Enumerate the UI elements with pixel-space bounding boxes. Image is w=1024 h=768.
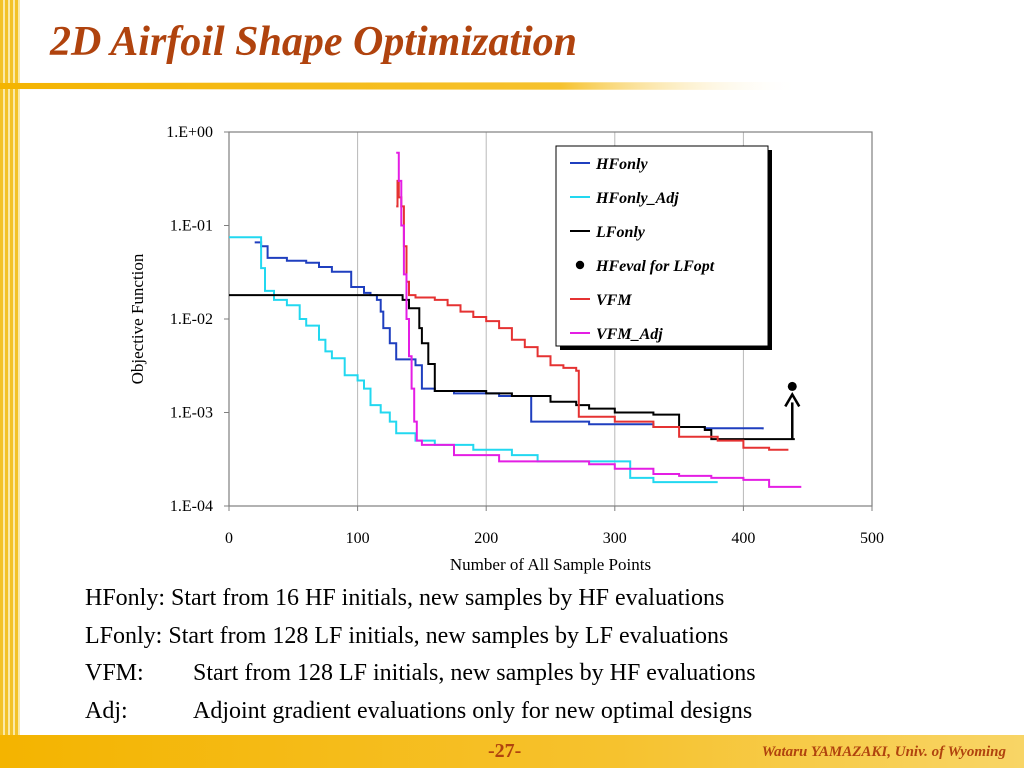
series-line	[229, 294, 795, 441]
x-tick-label: 500	[860, 530, 884, 547]
description-text: Start from 16 HF initials, new samples b…	[171, 585, 725, 611]
series-line	[254, 241, 764, 430]
author-credit: Wataru YAMAZAKI, Univ. of Wyoming	[761, 744, 1006, 760]
description-text: Start from 128 LF initials, new samples …	[168, 622, 729, 649]
legend-label: VFM	[596, 292, 632, 309]
description-row: Adj: Adjoint gradient evaluations only fo…	[85, 693, 756, 731]
legend-label: HFonly	[595, 156, 648, 173]
page-title: 2D Airfoil Shape Optimization	[50, 19, 578, 65]
y-tick-label: 1.E-01	[170, 218, 213, 235]
description-label: LFonly:	[85, 622, 163, 649]
x-tick-label: 100	[346, 530, 370, 547]
description-label: HFonly:	[85, 585, 166, 611]
legend-label: HFonly_Adj	[595, 190, 679, 207]
legend-label: VFM_Adj	[596, 326, 663, 343]
description-list: HFonly: Start from 16 HF initials, new sa…	[85, 580, 756, 730]
left-decorative-bar	[0, 0, 20, 735]
description-label: VFM:	[85, 660, 144, 686]
description-text: Start from 128 LF initials, new samples …	[193, 660, 756, 686]
x-tick-label: 0	[225, 530, 233, 547]
description-text: Adjoint gradient evaluations only for ne…	[193, 697, 753, 724]
title-underline	[0, 82, 801, 90]
description-row: VFM: Start from 128 LF initials, new samp…	[85, 655, 756, 693]
y-tick-label: 1.E-03	[170, 405, 213, 422]
y-tick-label: 1.E-04	[170, 498, 213, 515]
x-tick-label: 200	[474, 530, 498, 547]
series-point	[787, 381, 797, 391]
evaluation-arrow-head	[784, 391, 801, 408]
legend-marker	[575, 260, 585, 270]
y-tick-label: 1.E-02	[170, 311, 213, 328]
series-line	[396, 179, 789, 451]
description-row: LFonly: Start from 128 LF initials, new s…	[85, 618, 756, 656]
description-row: HFonly: Start from 16 HF initials, new sa…	[85, 580, 756, 618]
description-label: Adj:	[85, 697, 128, 724]
y-tick-label: 1.E+00	[166, 124, 213, 141]
legend-label: LFonly	[595, 224, 646, 241]
page-number: -27-	[488, 740, 522, 762]
series-line	[396, 151, 802, 488]
objective-function-chart: 0 100 200 300 400 500 1.E+00 1.E-01 1.E-02 1.E-03…	[128, 124, 884, 574]
x-tick-label: 300	[603, 530, 627, 547]
footer-bar: -27- Wataru YAMAZAKI, Univ. of Wyoming	[0, 735, 1024, 768]
x-axis-label: Number of All Sample Points	[450, 555, 651, 574]
legend-label: HFeval for LFopt	[595, 258, 715, 275]
x-tick-label: 400	[731, 530, 755, 547]
y-axis-label: Objective Function	[128, 253, 147, 384]
legend-box	[555, 145, 769, 347]
